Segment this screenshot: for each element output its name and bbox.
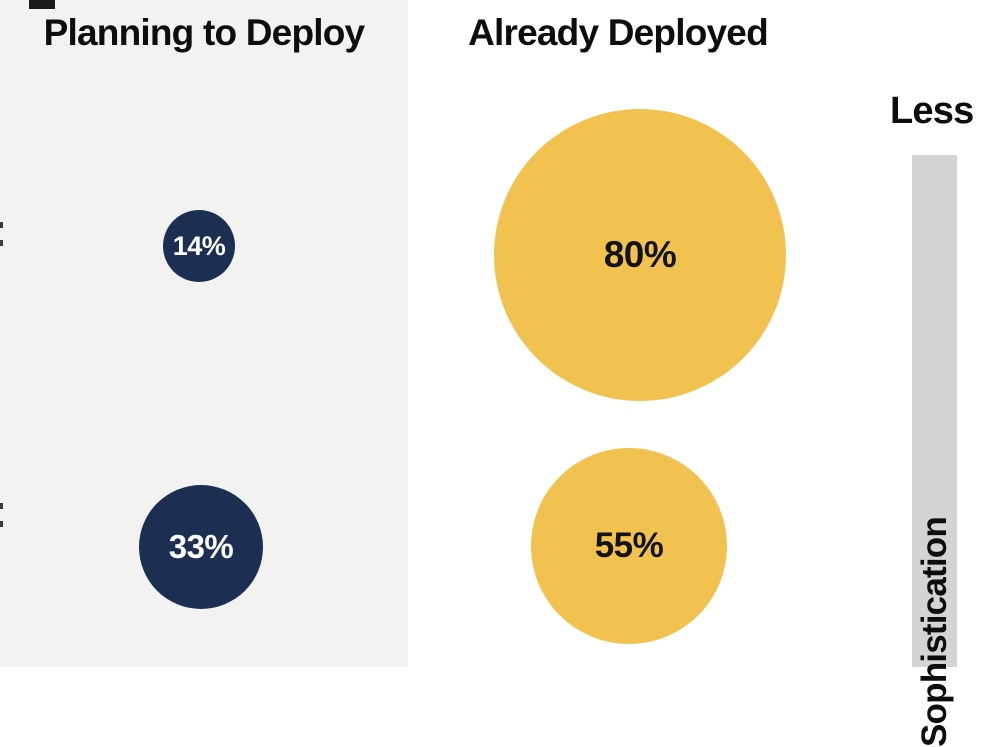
cropped-row-label-fragment: [0, 521, 3, 527]
cropped-row-label-fragment: [0, 222, 3, 228]
bubble-deployed-row2: 55%: [531, 448, 727, 644]
bubble-value-label: 55%: [594, 526, 664, 565]
planning-to-deploy-header: Planning to Deploy: [43, 12, 365, 53]
sophistication-scale-bar: [912, 155, 957, 667]
bubble-value-label: 33%: [168, 528, 234, 565]
bubble-planning-row1: 14%: [163, 210, 235, 282]
cropped-row-label-fragment: [0, 503, 3, 509]
cropped-text-fragment-top: [29, 0, 55, 9]
sophistication-scale-label: Sophistication: [915, 517, 954, 747]
bubble-value-label: 14%: [172, 230, 226, 261]
sophistication-scale-less-label: Less: [890, 90, 974, 132]
bubble-planning-row2: 33%: [139, 485, 263, 609]
cropped-row-label-fragment: [0, 240, 3, 246]
bubble-deployed-row1: 80%: [494, 109, 786, 401]
bubble-value-label: 80%: [603, 234, 677, 275]
already-deployed-header: Already Deployed: [468, 12, 769, 53]
